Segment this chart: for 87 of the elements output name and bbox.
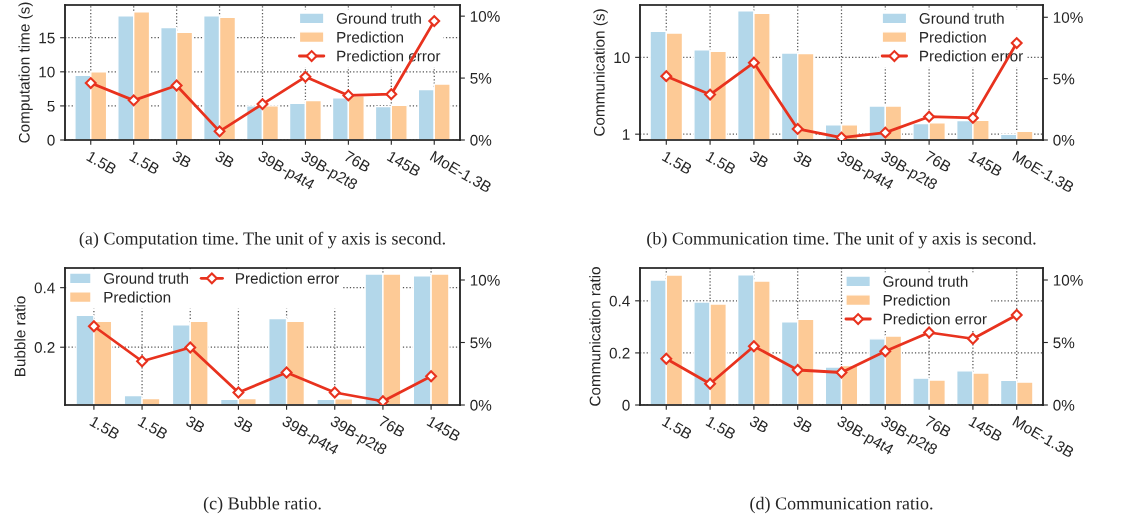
x-tick-label: 1.5B (705, 415, 737, 440)
y-tick-label: 10 (614, 52, 630, 64)
x-tick-label: 3B (792, 415, 813, 434)
y2-tick-label: 5% (1053, 73, 1075, 85)
x-tick-label: 145B (386, 150, 422, 177)
y2-tick-label: 0% (470, 134, 492, 146)
y2-tick-label: 0% (1053, 399, 1075, 411)
y-tick-label: 1 (622, 129, 630, 140)
point (376, 395, 389, 405)
y2-tick-label: 10% (1053, 274, 1083, 286)
y-axis-title: Bubble ratio (14, 296, 26, 377)
point (127, 94, 140, 107)
y-axis-title: Communication ratio (589, 267, 601, 406)
x-tick-label: 1.5B (89, 415, 121, 440)
x-tick-label: 1.5B (137, 415, 169, 440)
y-axis-title: Communication (s) (593, 9, 608, 136)
x-tick-label: 3B (185, 415, 206, 434)
legend-label: Ground truth (919, 12, 1004, 24)
point (280, 366, 293, 379)
x-tick-label: 3B (748, 415, 770, 434)
x-tick-label: 3B (214, 150, 235, 169)
y2-tick-label: 0% (1053, 134, 1075, 146)
legend-label: Ground truth (883, 275, 968, 287)
point (923, 326, 936, 339)
point (342, 89, 355, 102)
y2-tick-label: 5% (1053, 337, 1075, 349)
y2-tick-label: 5% (470, 337, 492, 349)
y-tick-label: 0.2 (34, 342, 55, 353)
point (299, 70, 312, 83)
x-tick-label: 3B (171, 150, 192, 169)
y-tick-label: 0 (47, 134, 55, 146)
y2-tick-label: 0% (470, 399, 492, 411)
point (1010, 309, 1023, 321)
x-tick-label: 3B (233, 415, 254, 434)
y2-tick-label: 5% (470, 73, 492, 84)
y-tick-label: 0.4 (609, 295, 630, 307)
x-tick-label: 3B (748, 150, 770, 169)
legend-label: Prediction error (883, 313, 987, 325)
x-tick-label: 1.5B (661, 150, 693, 175)
point (213, 125, 226, 138)
point (704, 377, 717, 390)
point (791, 364, 804, 376)
y-tick-label: 15 (39, 32, 55, 44)
x-tick-label: 3B (792, 150, 813, 169)
point (170, 79, 183, 92)
y-tick-label: 0.2 (609, 347, 630, 359)
legend-label: Prediction error (236, 272, 339, 284)
point (879, 345, 892, 358)
point (84, 77, 97, 89)
legend-label: Ground truth (103, 272, 188, 284)
y2-tick-label: 10% (1053, 12, 1083, 23)
legend-label: Prediction (337, 31, 404, 43)
y2-tick-label: 10% (470, 274, 500, 286)
legend-label: Ground truth (336, 12, 421, 24)
point (184, 341, 197, 354)
y2-tick-label: 10% (470, 11, 500, 22)
legend-label: Prediction (883, 294, 950, 306)
point (385, 88, 398, 101)
legend-label: Prediction (104, 291, 171, 303)
legend-label: Prediction (920, 31, 986, 43)
point (256, 98, 269, 111)
text: (d) Communication ratio. (750, 496, 933, 514)
y-tick-label: 0.4 (34, 282, 55, 294)
point (328, 386, 341, 399)
y-tick-label: 10 (39, 66, 55, 78)
x-tick-label: 145B (968, 415, 1003, 442)
text: (b) Communication time. The unit of y axis is second. (647, 231, 1036, 249)
text: (a) Computation time. The unit of y axis is second. (79, 231, 445, 249)
text: (c) Bubble ratio. (203, 496, 321, 514)
y-tick-label: 5 (47, 100, 55, 112)
x-tick-label: 1.5B (661, 415, 693, 440)
x-tick-label: 145B (968, 150, 1003, 177)
x-tick-label: 1.5B (129, 150, 160, 175)
point (136, 355, 149, 368)
x-tick-label: 1.5B (705, 150, 737, 175)
point (835, 366, 848, 379)
point (87, 320, 100, 333)
point (966, 332, 979, 345)
x-tick-label: 1.5B (86, 150, 117, 175)
x-tick-label: 145B (426, 415, 462, 442)
y-tick-label: 0 (622, 399, 630, 411)
point (747, 340, 760, 353)
point (660, 352, 673, 365)
point (428, 15, 441, 28)
point (232, 386, 245, 399)
point (425, 370, 438, 383)
y-axis-title: Computation time (s) (18, 2, 33, 143)
